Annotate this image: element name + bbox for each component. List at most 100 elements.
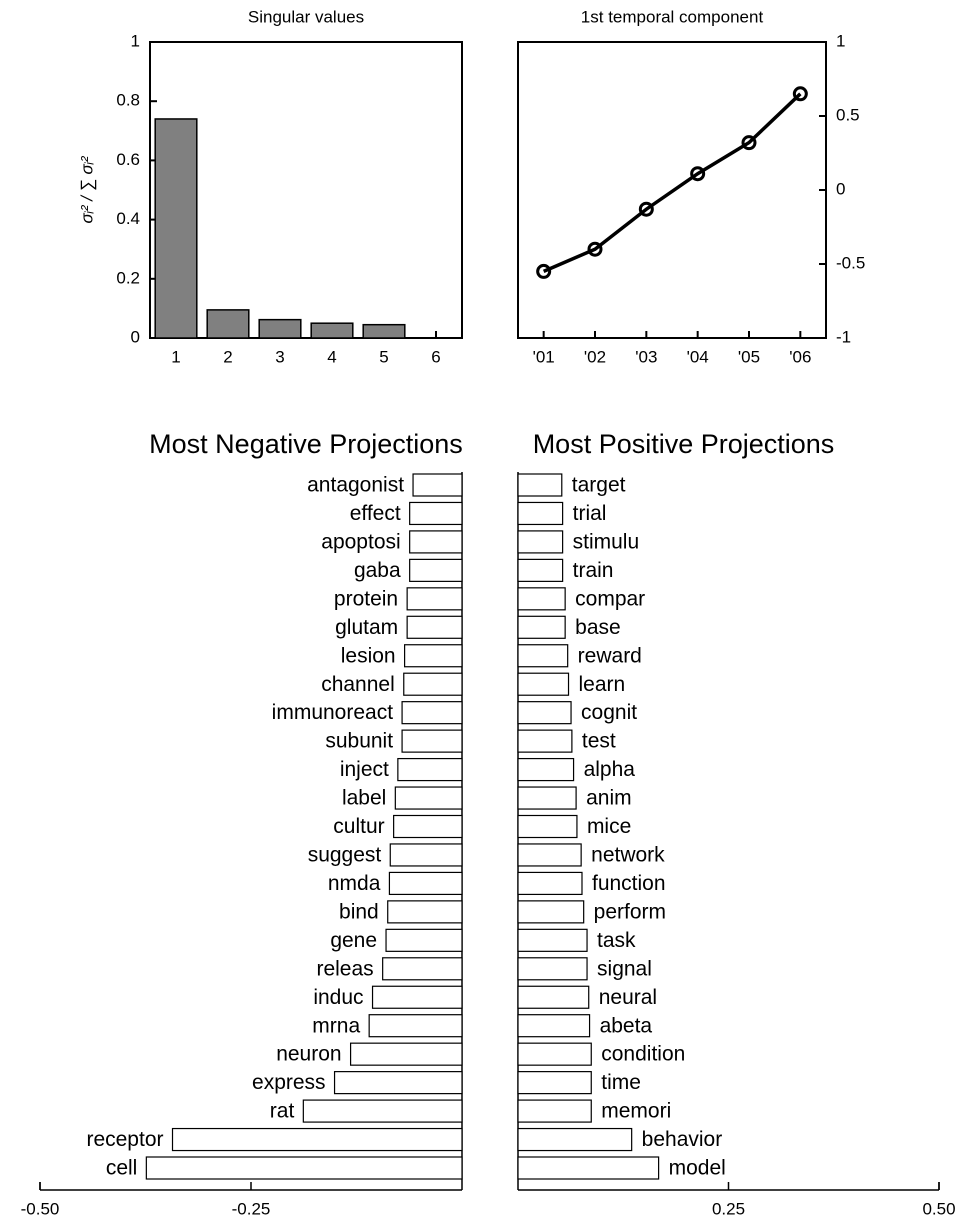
x-tick-label: '02 [584,347,606,366]
bar [333,1071,463,1095]
x-tick-label: 2 [223,347,232,366]
x-tick-label: 1 [171,347,180,366]
bar [517,957,588,981]
bar [517,615,566,639]
chart-title: Most Negative Projections [149,429,463,459]
y-tick-label: 1 [836,31,845,50]
x-tick-label: 0.25 [712,1199,745,1218]
x-tick-label: 6 [431,347,440,366]
bar-label: label [342,787,386,810]
bar [406,615,463,639]
y-tick-label: 0.8 [116,91,140,110]
bar-label: target [572,474,626,497]
x-tick-label: '05 [738,347,760,366]
bar [517,501,564,526]
y-tick-label: 0.2 [116,268,140,287]
bar [403,672,463,696]
chart-title: Singular values [248,7,364,26]
bar-label: model [669,1157,726,1180]
bar [517,587,566,611]
bar [310,322,354,339]
bar-label: condition [601,1043,685,1066]
x-tick-label: 0.50 [922,1199,955,1218]
bar [517,985,590,1009]
bar-label: antagonist [307,474,404,497]
bar-label: task [597,929,636,952]
bar [145,1156,463,1180]
bar-label: gaba [354,559,401,582]
y-tick-label: -0.5 [836,253,865,272]
marker [536,263,552,279]
marker [638,201,654,217]
bar [393,814,463,839]
bar [517,1042,592,1066]
bar [171,1127,463,1152]
bar [409,501,463,526]
bar [517,871,583,896]
bar-label: rat [270,1100,295,1123]
y-tick-label: 0.5 [836,105,860,124]
bar [517,1127,633,1152]
bar-label: receptor [86,1128,163,1151]
bar [517,1099,592,1123]
bar-label: induc [313,986,363,1009]
bar-label: perform [594,900,666,923]
bar [401,701,463,725]
bar [517,786,577,810]
bar [517,900,585,924]
x-tick-label: '03 [635,347,657,366]
x-tick-label: 3 [275,347,284,366]
bar [362,323,406,339]
bar-label: test [582,730,616,753]
bar-label: network [591,844,665,867]
bar [389,843,463,867]
bar [406,587,463,611]
y-tick-label: 0.6 [116,150,140,169]
bar [404,644,463,668]
bar [394,786,463,810]
bar-label: base [575,616,621,639]
y-tick-label: -1 [836,327,851,346]
bar [206,309,250,339]
bar-label: trial [573,502,607,525]
bar-label: behavior [642,1128,723,1151]
bar [517,644,569,668]
marker [587,241,603,257]
line [542,92,802,274]
marker [690,166,706,182]
bar-label: mrna [312,1014,360,1037]
y-tick-label: 0.4 [116,209,140,228]
bar [154,118,198,339]
bar [517,843,582,867]
y-tick-label: 1 [131,31,140,50]
bar [412,473,463,497]
bar [517,473,563,497]
bar [517,1071,592,1095]
bar [397,757,463,782]
bar-label: suggest [308,844,382,867]
bar-label: subunit [325,730,393,753]
bar [368,1014,463,1038]
x-tick-label: -0.50 [21,1199,60,1218]
bar [517,928,588,952]
bar-label: memori [601,1100,671,1123]
bar [517,729,573,753]
bar-label: channel [321,673,395,696]
bar [517,757,575,782]
bar [302,1099,463,1123]
bar [517,672,570,696]
bar [517,814,578,839]
bar-label: nmda [328,872,381,895]
x-tick-label: '06 [789,347,811,366]
bar-label: inject [340,758,389,781]
plot-frame [149,41,463,339]
bar-label: effect [350,502,401,525]
bar-label: neural [599,986,657,1009]
marker [792,86,808,102]
bar-label: lesion [341,644,396,667]
bar-label: neuron [276,1043,341,1066]
y-tick-label: 0 [131,327,140,346]
x-tick-label: '04 [687,347,709,366]
bar-label: anim [586,787,632,810]
